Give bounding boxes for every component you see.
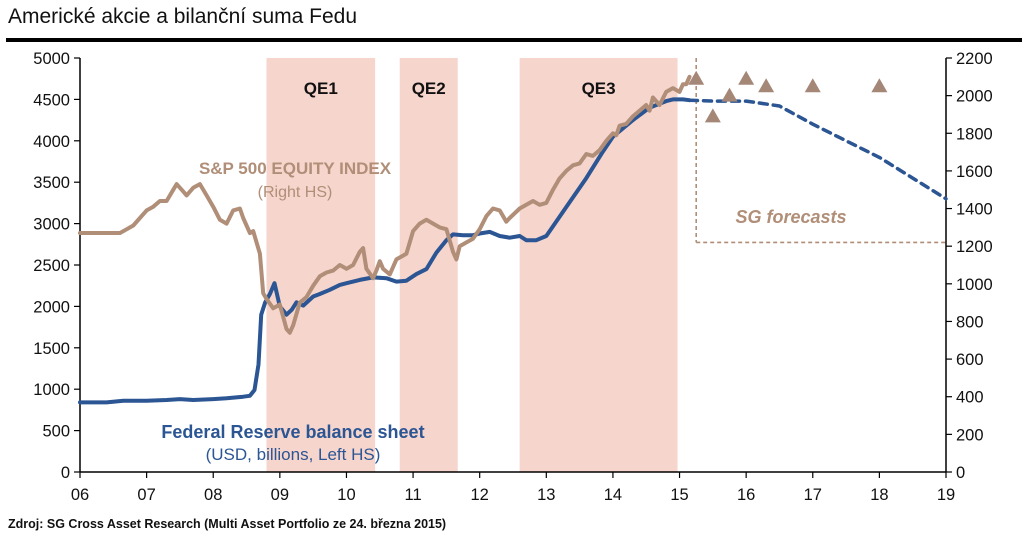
right-tick-label: 2000	[956, 88, 993, 106]
right-tick-label: 0	[956, 464, 965, 482]
right-tick-label: 800	[956, 313, 984, 331]
axis-ticks: 0500100015002000250030003500400045005000…	[33, 50, 992, 504]
forecast-markers	[688, 70, 888, 123]
title-divider	[6, 38, 1022, 42]
left-tick-label: 1500	[33, 340, 70, 358]
forecast-point	[721, 87, 738, 102]
qe-label-qe2: QE2	[412, 79, 446, 98]
forecast-point	[804, 78, 821, 93]
x-tick-label: 06	[71, 486, 89, 504]
x-tick-label: 15	[670, 486, 688, 504]
left-tick-label: 500	[42, 423, 70, 441]
x-tick-label: 07	[137, 486, 155, 504]
forecast-label: SG forecasts	[735, 207, 846, 227]
left-tick-label: 2000	[33, 298, 70, 316]
series-annotations: S&P 500 EQUITY INDEX (Right HS) Federal …	[161, 159, 846, 464]
right-tick-label: 400	[956, 389, 984, 407]
x-tick-label: 16	[737, 486, 755, 504]
right-tick-label: 200	[956, 426, 984, 444]
forecast-point	[758, 78, 775, 93]
left-tick-label: 4000	[33, 133, 70, 151]
forecast-box	[695, 58, 946, 244]
x-tick-label: 08	[204, 486, 222, 504]
x-tick-label: 17	[804, 486, 822, 504]
qe-bands	[266, 58, 678, 472]
qe-band-qe1	[266, 58, 376, 472]
x-tick-label: 19	[937, 486, 955, 504]
forecast-point	[704, 108, 721, 123]
spx-label: S&P 500 EQUITY INDEX	[199, 159, 392, 178]
right-tick-label: 1400	[956, 201, 993, 219]
chart: QE1 QE2 QE3 050010001500200025003000350040…	[33, 50, 992, 504]
left-tick-label: 2500	[33, 257, 70, 275]
right-tick-label: 1200	[956, 238, 993, 256]
spx-line	[78, 74, 692, 335]
right-tick-label: 1600	[956, 163, 993, 181]
right-tick-label: 1800	[956, 125, 993, 143]
qe-label-qe3: QE3	[582, 79, 616, 98]
qe-band-qe3	[519, 58, 678, 472]
left-tick-label: 1000	[33, 381, 70, 399]
forecast-point	[871, 78, 888, 93]
left-tick-label: 4500	[33, 91, 70, 109]
forecast-point	[738, 70, 755, 85]
qe-band-labels: QE1 QE2 QE3	[304, 79, 616, 98]
fed-forecast-line	[687, 98, 948, 201]
right-tick-label: 2200	[956, 50, 993, 68]
fed-label: Federal Reserve balance sheet	[161, 422, 424, 442]
left-tick-label: 3000	[33, 216, 70, 234]
series-lines	[78, 74, 948, 405]
qe-label-qe1: QE1	[304, 79, 338, 98]
x-tick-label: 18	[870, 486, 888, 504]
x-tick-label: 09	[271, 486, 289, 504]
left-tick-label: 0	[61, 464, 70, 482]
chart-title: Americké akcie a bilanční suma Fedu	[8, 5, 357, 28]
right-tick-label: 1000	[956, 276, 993, 294]
fed-balance-sheet-line	[78, 97, 692, 405]
left-tick-label: 5000	[33, 50, 70, 68]
x-tick-label: 10	[337, 486, 355, 504]
source-note: Zdroj: SG Cross Asset Research (Multi As…	[8, 517, 447, 531]
x-tick-label: 12	[471, 486, 489, 504]
x-tick-label: 11	[405, 486, 422, 504]
fed-sublabel: (USD, billions, Left HS)	[206, 445, 381, 464]
forecast-point	[688, 70, 705, 85]
spx-sublabel: (Right HS)	[258, 184, 333, 201]
left-tick-label: 3500	[33, 174, 70, 192]
right-tick-label: 600	[956, 351, 984, 369]
x-tick-label: 13	[537, 486, 555, 504]
x-tick-label: 14	[604, 486, 622, 504]
axes	[79, 58, 947, 473]
